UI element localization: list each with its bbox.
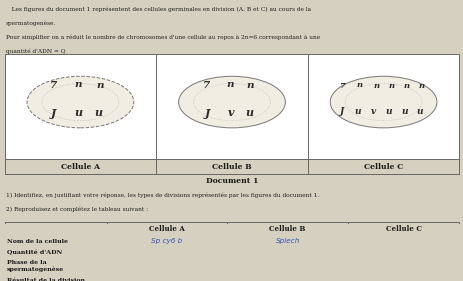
Text: Cellule A: Cellule A (61, 162, 100, 171)
Text: Nom de la cellule: Nom de la cellule (7, 239, 68, 244)
Text: 7: 7 (338, 82, 344, 90)
Text: v: v (370, 106, 375, 115)
Text: Résultat de la division: Résultat de la division (7, 278, 85, 281)
Text: n: n (96, 81, 103, 90)
Text: Document 1: Document 1 (206, 177, 257, 185)
Circle shape (178, 76, 285, 128)
Circle shape (330, 76, 436, 128)
Text: J: J (51, 108, 56, 119)
Text: n: n (356, 81, 362, 89)
Text: u: u (354, 106, 361, 115)
Text: n: n (373, 82, 379, 90)
Text: J: J (205, 108, 210, 119)
Text: spermatogenèse.: spermatogenèse. (6, 21, 56, 26)
Text: Cellule C: Cellule C (385, 225, 421, 233)
Text: v: v (227, 106, 233, 117)
Text: Cellule A: Cellule A (149, 225, 185, 233)
Text: Quantité d'ADN: Quantité d'ADN (7, 250, 62, 255)
Text: 2) Reproduisez et complétez le tableau suivant :: 2) Reproduisez et complétez le tableau s… (6, 207, 147, 212)
Text: u: u (74, 107, 82, 118)
Text: Cellule B: Cellule B (212, 162, 251, 171)
Text: n: n (74, 80, 81, 89)
Text: n: n (418, 82, 424, 90)
Text: quantité d'ADN = Q: quantité d'ADN = Q (6, 48, 65, 54)
Text: Cellule C: Cellule C (363, 162, 402, 171)
Text: Sp cy6 b: Sp cy6 b (151, 238, 182, 244)
Text: u: u (400, 106, 407, 115)
Text: u: u (385, 106, 392, 115)
Text: Cellule B: Cellule B (269, 225, 305, 233)
Text: u: u (416, 106, 422, 115)
Text: Splech: Splech (275, 238, 299, 244)
Text: n: n (388, 82, 394, 90)
Text: 7: 7 (202, 81, 210, 90)
Text: u: u (94, 107, 102, 118)
Text: u: u (245, 107, 253, 118)
Text: J: J (339, 107, 343, 116)
Text: 1) Identifiez, en justifiant votre réponse, les types de divisions représentés p: 1) Identifiez, en justifiant votre répon… (6, 193, 318, 198)
Text: n: n (403, 82, 409, 90)
Text: n: n (246, 81, 254, 90)
Text: Phase de la
spermatogenèse: Phase de la spermatogenèse (7, 260, 64, 272)
Text: Les figures du document 1 représentent des cellules germinales en division (A, B: Les figures du document 1 représentent d… (6, 7, 310, 12)
Text: 7: 7 (50, 81, 57, 90)
Circle shape (27, 76, 133, 128)
Text: n: n (225, 80, 233, 89)
Text: Pour simplifier on a réduit le nombre de chromosomes d'une cellule au repos à 2n: Pour simplifier on a réduit le nombre de… (6, 35, 319, 40)
FancyBboxPatch shape (5, 54, 458, 159)
